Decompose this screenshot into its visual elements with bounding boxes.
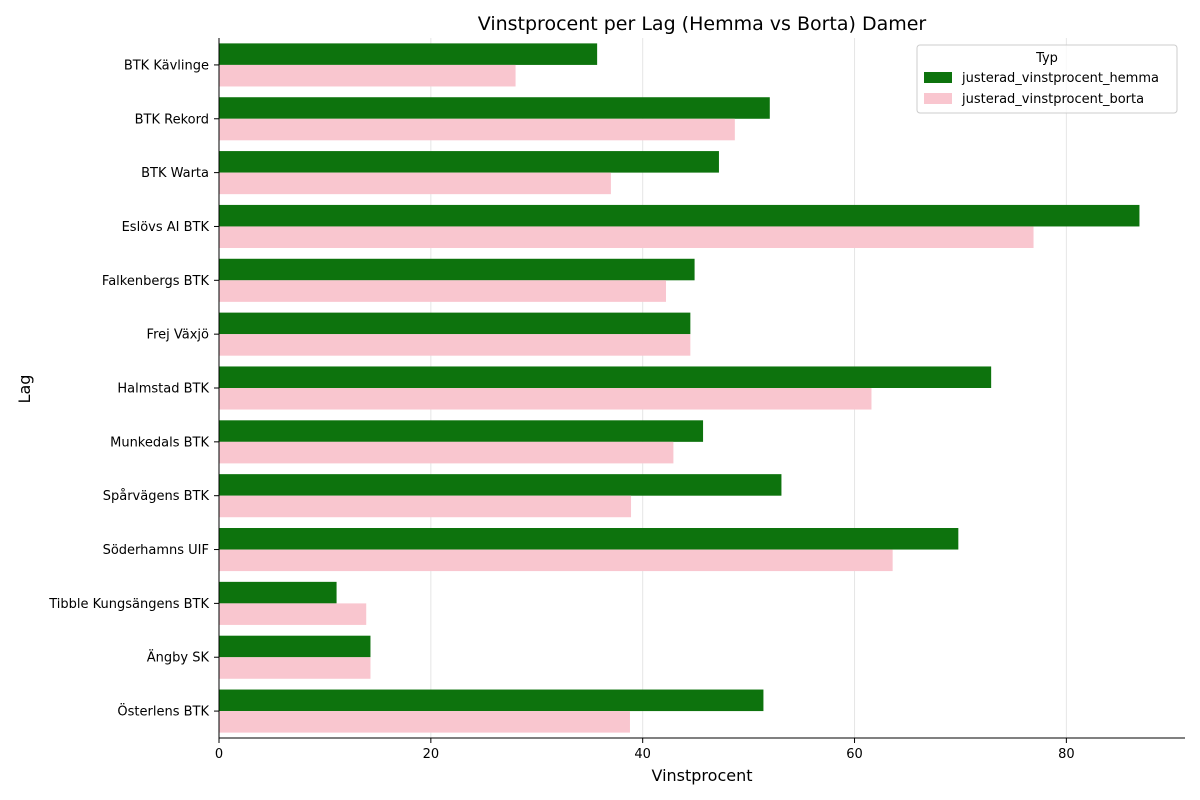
bar bbox=[219, 388, 872, 410]
y-tick-label: BTK Kävlinge bbox=[124, 58, 209, 73]
y-tick-label: Österlens BTK bbox=[117, 703, 209, 720]
legend-box bbox=[916, 44, 1178, 114]
x-tick-label: 20 bbox=[423, 747, 440, 762]
bar bbox=[219, 581, 337, 604]
bar bbox=[219, 603, 367, 625]
bar bbox=[219, 280, 666, 302]
y-tick-label: Munkedals BTK bbox=[110, 435, 209, 450]
y-tick-label: Spårvägens BTK bbox=[103, 489, 210, 504]
y-tick-label: BTK Warta bbox=[141, 166, 209, 181]
y-tick-label: Halmstad BTK bbox=[117, 382, 209, 397]
bar bbox=[219, 474, 782, 496]
bar bbox=[219, 635, 371, 658]
bar bbox=[219, 226, 1034, 248]
x-tick-label: 60 bbox=[846, 747, 863, 762]
bar bbox=[219, 97, 770, 119]
bar bbox=[219, 689, 764, 712]
bar bbox=[219, 118, 735, 141]
bar bbox=[219, 312, 691, 335]
bars bbox=[219, 43, 1140, 733]
bar bbox=[219, 549, 893, 572]
y-tick-label: Tibble Kungsängens BTK bbox=[48, 597, 209, 612]
y-tick-label: Eslövs AI BTK bbox=[122, 220, 210, 235]
bar bbox=[219, 151, 719, 173]
legend-label: justerad_vinstprocent_hemma bbox=[961, 71, 1159, 86]
bar bbox=[219, 64, 516, 87]
y-tick-label: Ängby SK bbox=[147, 650, 210, 666]
chart-title: Vinstprocent per Lag (Hemma vs Borta) Da… bbox=[478, 13, 927, 35]
bar bbox=[219, 420, 704, 442]
bar bbox=[219, 204, 1140, 227]
bar bbox=[219, 657, 371, 679]
bar bbox=[219, 366, 992, 388]
y-axis-label: Lag bbox=[15, 375, 34, 404]
legend-title: Typ bbox=[1035, 51, 1058, 66]
x-tick-label: 80 bbox=[1058, 747, 1075, 762]
legend: Typ justerad_vinstprocent_hemma justerad_v… bbox=[916, 44, 1178, 114]
axes: 0 20 40 60 80 BTK Kävlinge BTK Rekord BTK Warta… bbox=[48, 38, 1185, 762]
bar bbox=[219, 258, 695, 281]
y-tick-label: Frej Växjö bbox=[147, 328, 209, 343]
bar bbox=[219, 334, 691, 356]
y-tick-label: BTK Rekord bbox=[135, 112, 209, 127]
x-axis-label: Vinstprocent bbox=[651, 766, 752, 785]
y-tick-label: Söderhamns UIF bbox=[103, 543, 209, 558]
legend-label: justerad_vinstprocent_borta bbox=[961, 92, 1144, 107]
bar bbox=[219, 43, 598, 65]
x-tick-label: 0 bbox=[215, 747, 223, 762]
x-tick-label: 40 bbox=[634, 747, 651, 762]
legend-swatch bbox=[924, 72, 952, 83]
bar bbox=[219, 711, 630, 733]
y-tick-label: Falkenbergs BTK bbox=[102, 274, 210, 289]
bar bbox=[219, 441, 674, 464]
bar bbox=[219, 495, 632, 518]
legend-swatch bbox=[924, 93, 952, 104]
bar bbox=[219, 172, 611, 195]
bar bbox=[219, 528, 959, 550]
